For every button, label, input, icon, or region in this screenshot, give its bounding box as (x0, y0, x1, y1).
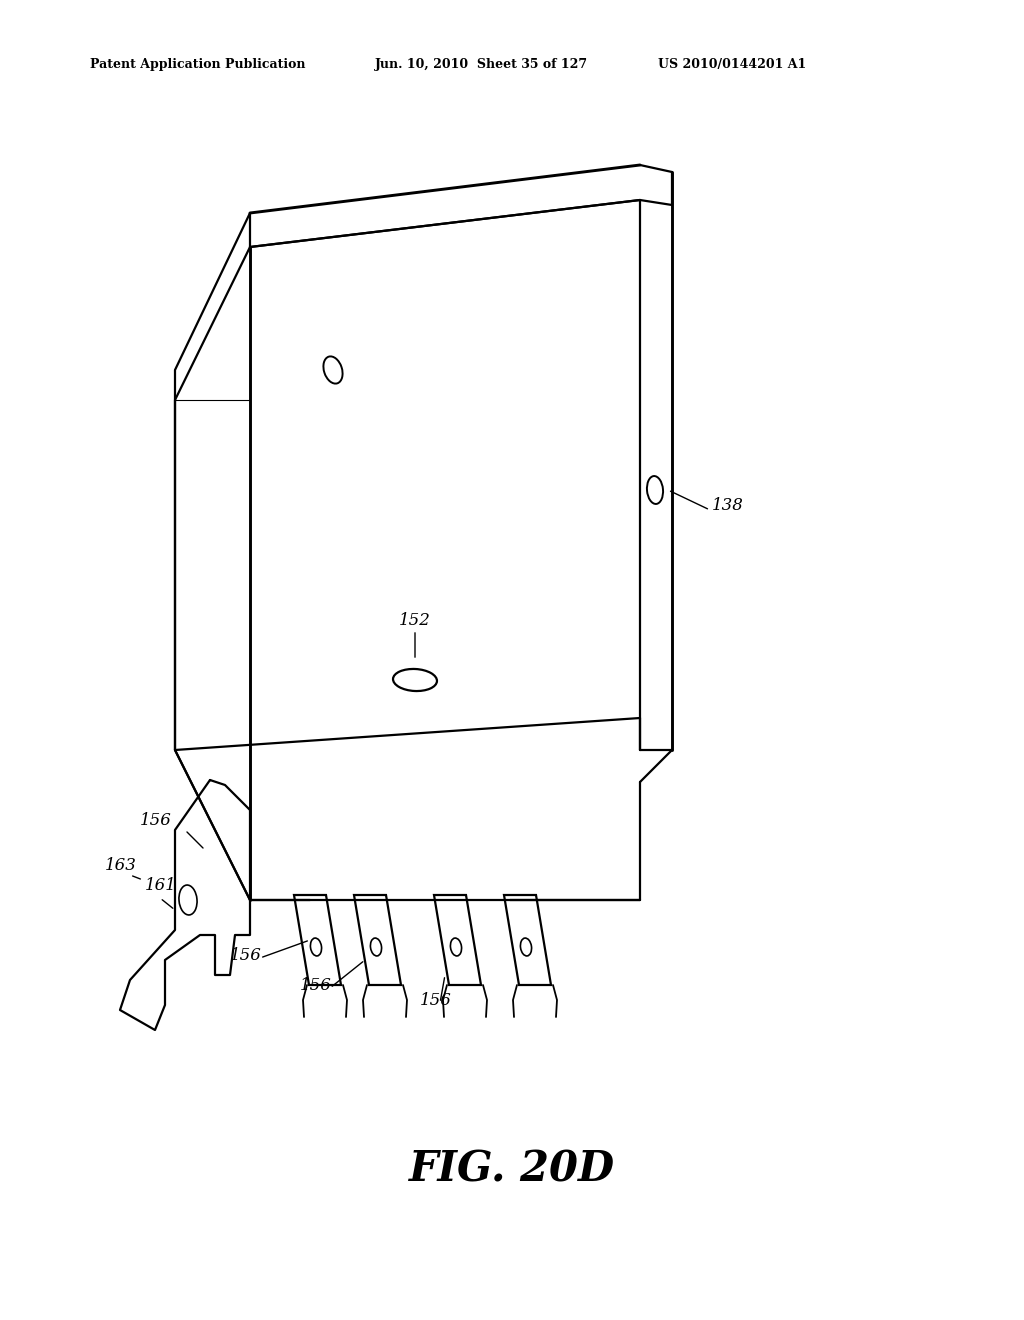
Ellipse shape (451, 939, 462, 956)
Text: 163: 163 (105, 857, 137, 874)
Text: 156: 156 (140, 812, 172, 829)
Text: 156: 156 (300, 977, 332, 994)
Ellipse shape (371, 939, 382, 956)
Text: US 2010/0144201 A1: US 2010/0144201 A1 (658, 58, 806, 71)
Text: 161: 161 (145, 876, 177, 894)
Ellipse shape (520, 939, 531, 956)
Text: Jun. 10, 2010  Sheet 35 of 127: Jun. 10, 2010 Sheet 35 of 127 (375, 58, 588, 71)
Text: 156: 156 (420, 993, 452, 1008)
Ellipse shape (647, 477, 664, 504)
Text: 138: 138 (712, 498, 743, 513)
Text: 152: 152 (399, 612, 431, 630)
Ellipse shape (310, 939, 322, 956)
Text: 156: 156 (230, 946, 262, 964)
Text: Patent Application Publication: Patent Application Publication (90, 58, 305, 71)
Ellipse shape (324, 356, 343, 384)
Ellipse shape (179, 884, 197, 915)
Text: FIG. 20D: FIG. 20D (409, 1148, 615, 1191)
Ellipse shape (393, 669, 437, 692)
